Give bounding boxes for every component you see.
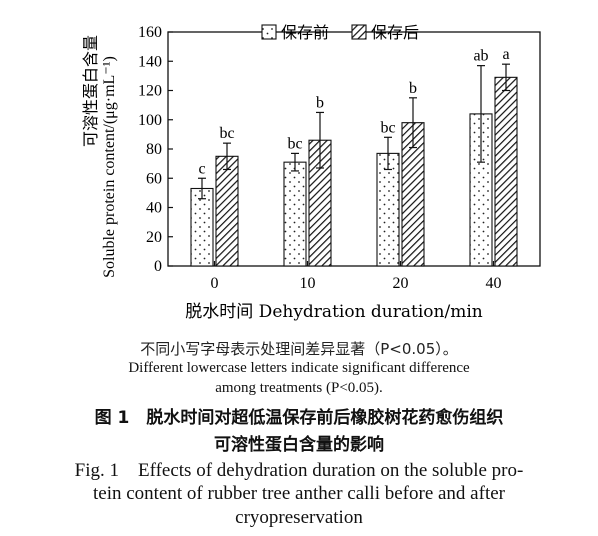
x-axis-label: 脱水时间 Dehydration duration/min — [185, 302, 482, 322]
significance-letter: c — [198, 160, 205, 177]
x-tick-label: 20 — [393, 275, 409, 292]
y-tick-label: 120 — [138, 83, 162, 100]
y-tick-label: 80 — [146, 141, 162, 158]
y-tick-label: 100 — [138, 112, 162, 129]
x-tick-label: 40 — [486, 275, 502, 292]
significance-letter: a — [502, 46, 509, 63]
y-tick-label: 160 — [138, 24, 162, 41]
figure-caption-en-line1: Fig. 1 Effects of dehydration duration o… — [74, 460, 524, 481]
chart-bars — [190, 63, 518, 267]
figure-caption-cn-line1: 图 1 脱水时间对超低温保存前后橡胶树花药愈伤组织 — [94, 408, 504, 428]
bar-before — [190, 187, 214, 267]
legend-swatch — [351, 24, 367, 40]
figure-caption-cn-line2: 可溶性蛋白含量的影响 — [214, 435, 384, 455]
significance-note-cn: 不同小写字母表示处理间差异显著（P<0.05）。 — [140, 340, 458, 358]
significance-letter: bc — [219, 125, 234, 142]
significance-letter: ab — [473, 48, 488, 65]
chart-legend: 保存前 保存后 — [261, 23, 419, 42]
significance-letter: bc — [287, 135, 302, 152]
significance-letter: bc — [380, 119, 395, 136]
y-tick-label: 20 — [146, 229, 162, 246]
x-tick-label: 10 — [300, 275, 316, 292]
bar-before — [283, 161, 307, 267]
figure-caption-en-line3: cryopreservation — [235, 507, 363, 528]
bar-before — [376, 152, 400, 267]
y-tick-label: 40 — [146, 200, 162, 217]
legend-label: 保存后 — [371, 23, 419, 42]
y-tick-label: 140 — [138, 53, 162, 70]
legend-swatch — [261, 24, 277, 40]
significance-letter: b — [316, 94, 324, 111]
x-tick-label: 0 — [211, 275, 219, 292]
y-tick-label: 60 — [146, 170, 162, 187]
significance-note-en-line2: among treatments (P<0.05). — [215, 380, 383, 396]
bar-after — [494, 76, 518, 267]
chart-labels: c bc bc ab bc b b a — [198, 46, 509, 177]
bar-after — [215, 155, 239, 267]
y-axis-label-en: Soluble protein content/(μg·mL⁻¹) — [101, 56, 118, 278]
y-axis-label-cn: 可溶性蛋白含量 — [81, 35, 100, 147]
significance-note-en-line1: Different lowercase letters indicate sig… — [128, 360, 470, 376]
figure-caption-en-line2: tein content of rubber tree anther calli… — [93, 483, 505, 504]
y-tick-label: 0 — [154, 258, 162, 275]
significance-letter: b — [409, 80, 417, 97]
legend-label: 保存前 — [281, 23, 329, 42]
